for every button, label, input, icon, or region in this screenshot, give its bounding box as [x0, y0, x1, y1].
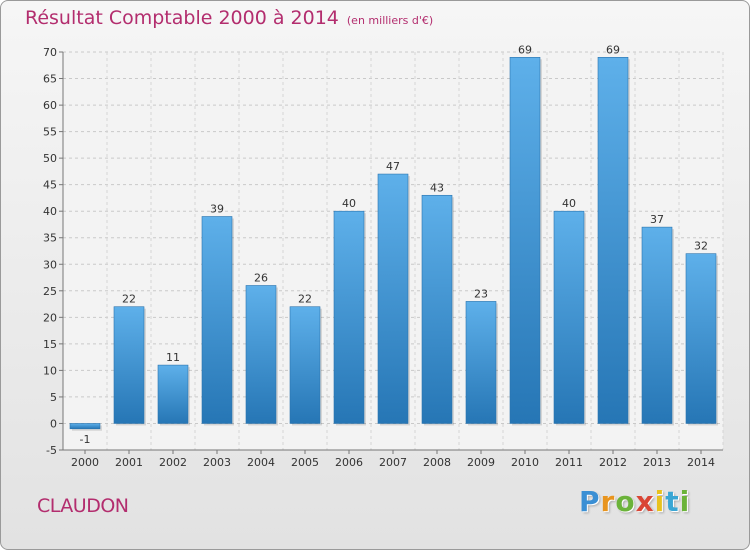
logo-letter: o [615, 485, 636, 518]
proxiti-logo: Proxiti [579, 485, 690, 518]
chart-title: Résultat Comptable 2000 à 2014 (en millie… [25, 7, 433, 29]
data-label-2008: 43 [430, 181, 444, 194]
logo-letter: P [579, 485, 601, 518]
y-tick-label: 40 [43, 205, 57, 218]
bar-2010 [509, 57, 541, 424]
y-tick-label: 50 [43, 152, 57, 165]
x-tick-label-2003: 2003 [203, 456, 231, 469]
y-tick-label: 55 [43, 126, 57, 139]
y-tick-label: 70 [43, 46, 57, 59]
bar-2001 [113, 306, 145, 424]
data-label-2004: 26 [254, 271, 268, 284]
y-tick-label: -5 [46, 444, 57, 457]
y-tick-label: 30 [43, 258, 57, 271]
data-label-2007: 47 [386, 160, 400, 173]
x-tick-label-2000: 2000 [71, 456, 99, 469]
bar-2012 [597, 57, 629, 424]
bar-2011 [553, 210, 585, 424]
x-tick-label-2010: 2010 [511, 456, 539, 469]
x-tick-label-2004: 2004 [247, 456, 275, 469]
bar-2013 [641, 226, 673, 424]
data-label-2009: 23 [474, 287, 488, 300]
y-tick-label: 15 [43, 338, 57, 351]
data-label-2014: 32 [694, 240, 708, 253]
y-tick-label: 20 [43, 311, 57, 324]
data-label-2013: 37 [650, 213, 664, 226]
y-tick-label: 60 [43, 99, 57, 112]
data-label-2000: -1 [80, 433, 91, 446]
x-tick-label-2011: 2011 [555, 456, 583, 469]
logo-letter: i [654, 485, 666, 518]
data-label-2001: 22 [122, 293, 136, 306]
data-label-2002: 11 [166, 351, 180, 364]
y-tick-label: 65 [43, 73, 57, 86]
x-tick-label-2009: 2009 [467, 456, 495, 469]
data-label-2010: 69 [518, 43, 532, 56]
chart-title-text: Résultat Comptable 2000 à 2014 [25, 7, 339, 29]
bar-2008 [421, 194, 453, 424]
x-tick-label-2008: 2008 [423, 456, 451, 469]
bar-2003 [201, 216, 233, 424]
y-tick-label: 25 [43, 285, 57, 298]
x-tick-label-2012: 2012 [599, 456, 627, 469]
bar-2007 [377, 173, 409, 424]
labels: -1 22 11 39 26 22 40 47 43 23 69 40 69 37 32 [80, 43, 708, 445]
x-tick-label-2002: 2002 [159, 456, 187, 469]
x-tick-label-2013: 2013 [643, 456, 671, 469]
bar-2002 [157, 364, 189, 424]
logo-letter: t [665, 485, 680, 518]
x-tick-label-2005: 2005 [291, 456, 319, 469]
data-label-2005: 22 [298, 293, 312, 306]
bars [69, 57, 718, 431]
data-label-2011: 40 [562, 197, 576, 210]
logo-letter: r [600, 485, 616, 518]
logo-letter: i [679, 485, 691, 518]
data-label-2012: 69 [606, 43, 620, 56]
data-label-2006: 40 [342, 197, 356, 210]
x-tick-label-2007: 2007 [379, 456, 407, 469]
y-tick-label: 10 [43, 364, 57, 377]
x-tick-label-2014: 2014 [687, 456, 715, 469]
bar-2000 [69, 423, 101, 430]
place-name: CLAUDON [37, 495, 129, 517]
chart-subtitle: (en milliers d'€) [346, 14, 434, 27]
bar-2006 [333, 210, 365, 424]
data-label-2003: 39 [210, 203, 224, 216]
y-tick-label: 35 [43, 232, 57, 245]
y-tick-label: 5 [50, 391, 57, 404]
bar-2009 [465, 301, 497, 424]
x-tick-label-2006: 2006 [335, 456, 363, 469]
bar-2005 [289, 306, 321, 424]
bar-2004 [245, 285, 277, 424]
axes: -5 0 5 10 15 20 25 30 35 40 45 50 55 60 65 70 2000 2001 20… [43, 46, 723, 469]
y-tick-label: 0 [50, 417, 57, 430]
x-tick-label-2001: 2001 [115, 456, 143, 469]
y-tick-label: 45 [43, 179, 57, 192]
bar-2014 [685, 253, 717, 424]
logo-letter: x [635, 485, 655, 518]
